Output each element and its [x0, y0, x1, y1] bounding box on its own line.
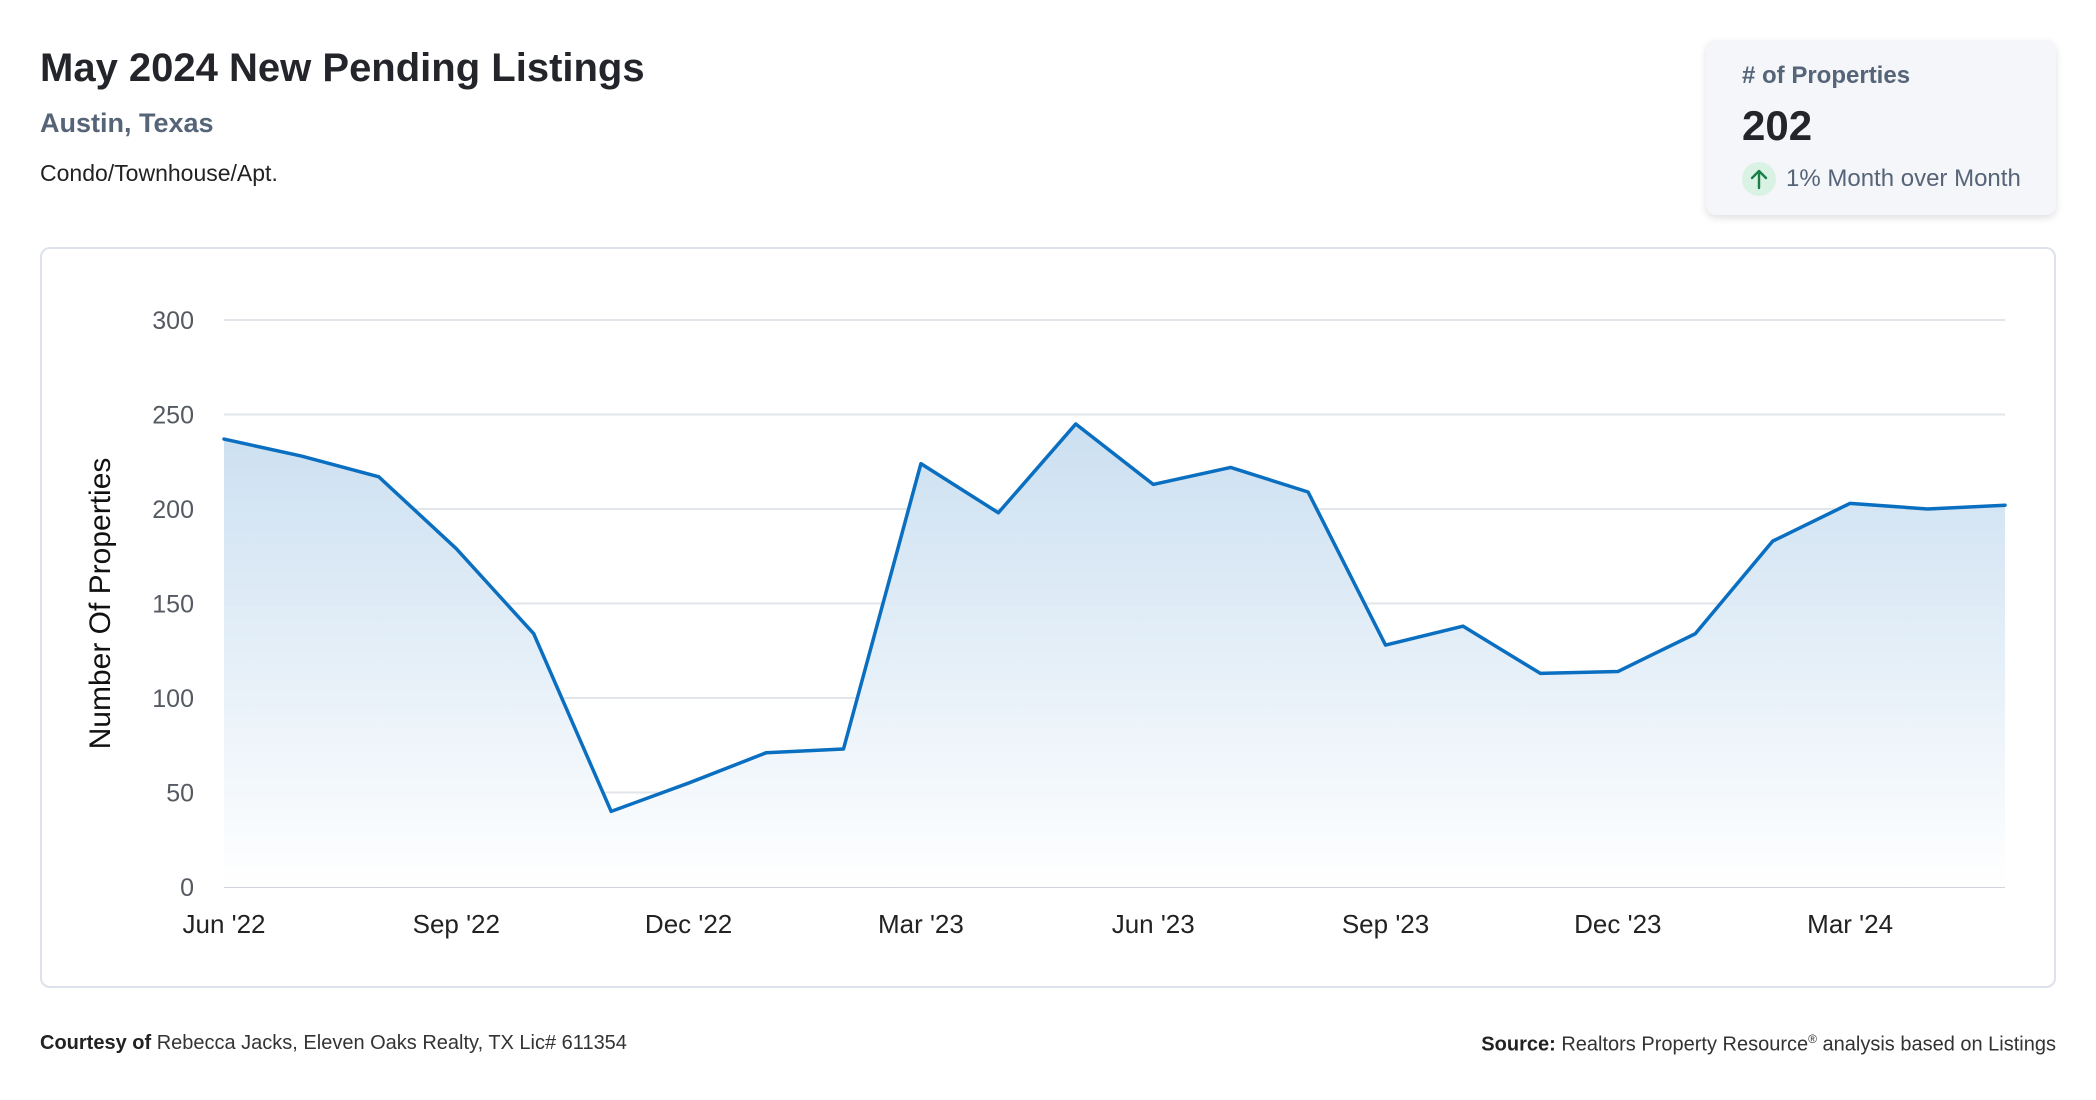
line-chart: 0 50 100 150 200 250 300 Jun '22 Sep '22 Dec '22 M…	[84, 307, 2008, 939]
y-tick-label-150: 150	[152, 591, 194, 619]
series-area	[224, 423, 2005, 887]
x-tick-label: Mar '24	[1807, 909, 1893, 939]
data-point-Aug '22	[376, 474, 382, 480]
page-title: May 2024 New Pending Listings	[40, 46, 645, 90]
data-point-Sep '23	[1383, 642, 1389, 648]
data-point-Jun '23	[1150, 481, 1156, 487]
data-point-Nov '22	[608, 808, 614, 814]
data-point-Apr '23	[995, 510, 1001, 516]
kpi-label: # of Properties	[1742, 62, 1911, 89]
data-point-Oct '23	[1460, 623, 1466, 629]
courtesy-footer: Courtesy of Rebecca Jacks, Eleven Oaks R…	[40, 1032, 627, 1055]
source-label: Source:	[1481, 1033, 1556, 1056]
source-name: Realtors Property Resource	[1561, 1033, 1809, 1056]
y-axis-title: Number Of Properties	[84, 458, 117, 750]
x-tick-label: Mar '23	[878, 909, 964, 939]
data-point-Nov '23	[1537, 670, 1543, 676]
data-point-Jun '22	[221, 436, 227, 442]
y-tick-label-200: 200	[152, 496, 194, 524]
location-subtitle: Austin, Texas	[40, 108, 214, 138]
arrow-up-icon	[1742, 162, 1776, 196]
y-tick-label-0: 0	[180, 874, 194, 902]
kpi-change: 1% Month over Month	[1742, 162, 2021, 196]
data-point-Jan '24	[1692, 631, 1698, 637]
registered-mark: ®	[1808, 1032, 1817, 1046]
data-point-Jul '22	[298, 453, 304, 459]
data-point-Feb '24	[1770, 538, 1776, 544]
series-line	[222, 422, 2007, 814]
data-point-May '24	[2002, 502, 2008, 508]
x-tick-label: Sep '23	[1342, 909, 1429, 939]
kpi-card: # of Properties 202 1% Month over Month	[1706, 40, 2056, 215]
x-tick-label: Jun '22	[182, 909, 265, 939]
data-point-Aug '23	[1305, 489, 1311, 495]
chart-card: 0 50 100 150 200 250 300 Jun '22 Sep '22 Dec '22 M…	[40, 247, 2056, 988]
data-point-Dec '23	[1615, 669, 1621, 675]
data-point-May '23	[1073, 421, 1079, 427]
x-tick-label: Sep '22	[413, 909, 500, 939]
data-point-Dec '22	[686, 780, 692, 786]
x-tick-label: Dec '23	[1574, 909, 1661, 939]
x-tick-label: Dec '22	[645, 909, 732, 939]
data-point-Mar '23	[918, 461, 924, 467]
data-point-Jul '23	[1228, 464, 1234, 470]
property-type-label: Condo/Townhouse/Apt.	[40, 160, 278, 186]
data-point-Feb '23	[840, 746, 846, 752]
source-text: analysis based on Listings	[1822, 1033, 2056, 1056]
y-tick-label-50: 50	[166, 780, 194, 808]
y-tick-label-300: 300	[152, 307, 194, 335]
data-point-Mar '24	[1847, 500, 1853, 506]
x-tick-label: Jun '23	[1112, 909, 1195, 939]
y-tick-label-250: 250	[152, 402, 194, 430]
y-tick-label-100: 100	[152, 685, 194, 713]
data-point-Jan '23	[763, 750, 769, 756]
source-footer: Source: Realtors Property Resource® anal…	[1481, 1032, 2056, 1057]
courtesy-label: Courtesy of	[40, 1032, 152, 1054]
data-point-Oct '22	[531, 631, 537, 637]
data-point-Sep '22	[453, 546, 459, 552]
data-point-Apr '24	[1925, 506, 1931, 512]
kpi-value: 202	[1742, 102, 1813, 149]
courtesy-text: Rebecca Jacks, Eleven Oaks Realty, TX Li…	[156, 1032, 627, 1054]
kpi-change-text: 1% Month over Month	[1786, 165, 2021, 192]
